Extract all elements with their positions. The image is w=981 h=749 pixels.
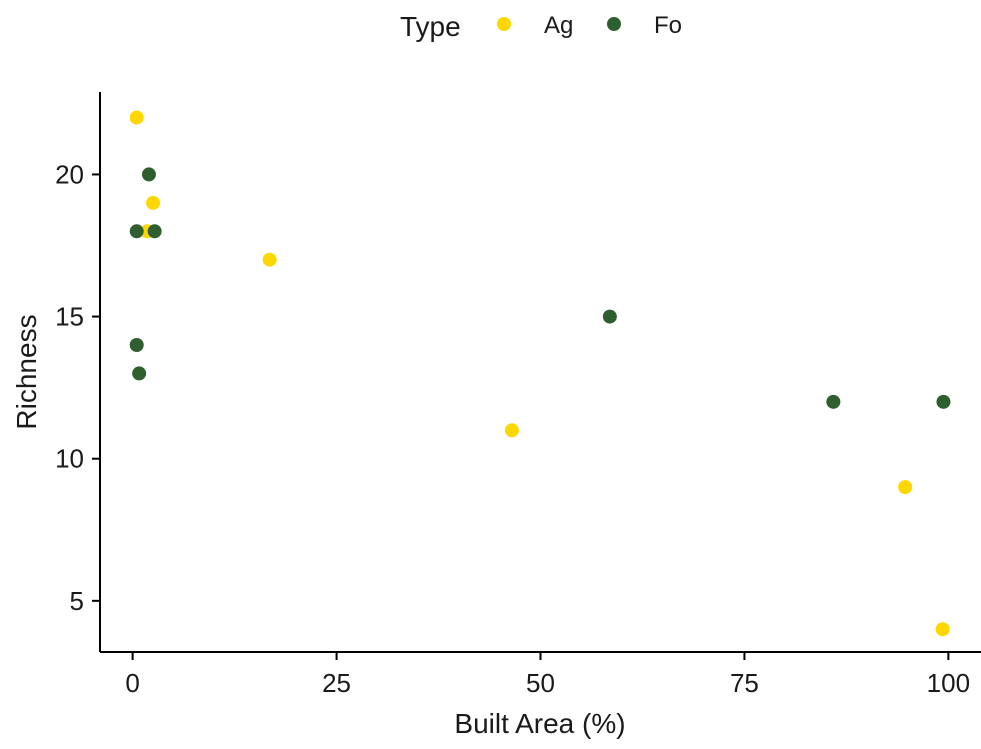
x-axis-title: Built Area (%): [454, 708, 625, 739]
data-point-fo: [147, 224, 162, 239]
data-point-ag: [146, 195, 161, 210]
data-point-ag: [129, 110, 144, 125]
data-point-ag: [935, 622, 950, 637]
y-axis-ticks: 5 10 15 20: [55, 159, 100, 616]
plot-points: [129, 110, 951, 637]
x-tick-label: 0: [125, 668, 139, 698]
legend-items: Ag Fo: [497, 12, 682, 39]
y-axis-title: Richness: [11, 314, 42, 429]
legend-title: Type: [400, 11, 461, 42]
x-tick-label: 75: [730, 668, 759, 698]
legend-key-fo: [607, 17, 621, 31]
data-point-fo: [129, 224, 144, 239]
x-axis-ticks: 0 25 50 75 100: [125, 652, 970, 698]
data-point-fo: [936, 394, 951, 409]
legend: Type Ag Fo: [400, 11, 682, 42]
x-tick-label: 100: [927, 668, 970, 698]
y-tick-label: 20: [55, 159, 84, 189]
x-tick-label: 50: [526, 668, 555, 698]
data-point-fo: [132, 366, 147, 381]
legend-label-fo: Fo: [654, 12, 682, 39]
data-point-fo: [141, 167, 156, 182]
data-point-ag: [898, 480, 913, 495]
data-point-ag: [262, 252, 277, 267]
data-point-fo: [602, 309, 617, 324]
data-point-fo: [826, 394, 841, 409]
x-tick-label: 25: [322, 668, 351, 698]
data-point-ag: [504, 423, 519, 438]
y-tick-label: 15: [55, 302, 84, 332]
legend-key-ag: [497, 17, 511, 31]
y-tick-label: 5: [70, 586, 84, 616]
data-point-fo: [129, 337, 144, 352]
y-tick-label: 10: [55, 444, 84, 474]
legend-label-ag: Ag: [544, 12, 573, 39]
